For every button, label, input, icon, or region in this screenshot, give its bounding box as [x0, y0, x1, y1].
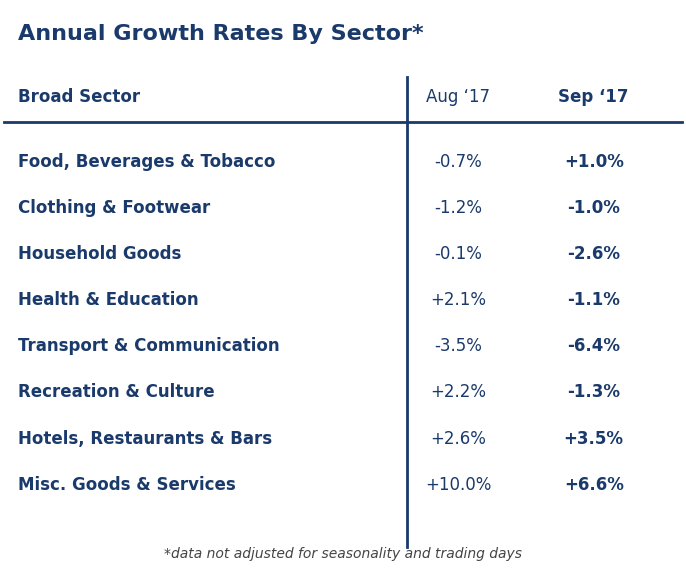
Text: +6.6%: +6.6% — [564, 476, 624, 494]
Text: Annual Growth Rates By Sector*: Annual Growth Rates By Sector* — [18, 24, 423, 44]
Text: -1.3%: -1.3% — [567, 383, 620, 401]
Text: +2.1%: +2.1% — [430, 291, 486, 309]
Text: -1.0%: -1.0% — [567, 199, 620, 217]
Text: Hotels, Restaurants & Bars: Hotels, Restaurants & Bars — [18, 429, 272, 448]
Text: Transport & Communication: Transport & Communication — [18, 337, 279, 355]
Text: Clothing & Footwear: Clothing & Footwear — [18, 199, 210, 217]
Text: +2.6%: +2.6% — [430, 429, 486, 448]
Text: -1.2%: -1.2% — [434, 199, 482, 217]
Text: Sep ‘17: Sep ‘17 — [558, 88, 629, 106]
Text: -0.1%: -0.1% — [434, 245, 482, 263]
Text: +10.0%: +10.0% — [425, 476, 491, 494]
Text: -2.6%: -2.6% — [567, 245, 620, 263]
Text: Aug ‘17: Aug ‘17 — [426, 88, 490, 106]
Text: Household Goods: Household Goods — [18, 245, 181, 263]
Text: -6.4%: -6.4% — [567, 337, 620, 355]
Text: Misc. Goods & Services: Misc. Goods & Services — [18, 476, 235, 494]
Text: +3.5%: +3.5% — [564, 429, 624, 448]
Text: +1.0%: +1.0% — [564, 152, 624, 171]
Text: Broad Sector: Broad Sector — [18, 88, 140, 106]
Text: +2.2%: +2.2% — [430, 383, 486, 401]
Text: Food, Beverages & Tobacco: Food, Beverages & Tobacco — [18, 152, 275, 171]
Text: Recreation & Culture: Recreation & Culture — [18, 383, 214, 401]
Text: -1.1%: -1.1% — [567, 291, 620, 309]
Text: Health & Education: Health & Education — [18, 291, 198, 309]
Text: *data not adjusted for seasonality and trading days: *data not adjusted for seasonality and t… — [164, 547, 522, 561]
Text: -3.5%: -3.5% — [434, 337, 482, 355]
Text: -0.7%: -0.7% — [434, 152, 482, 171]
